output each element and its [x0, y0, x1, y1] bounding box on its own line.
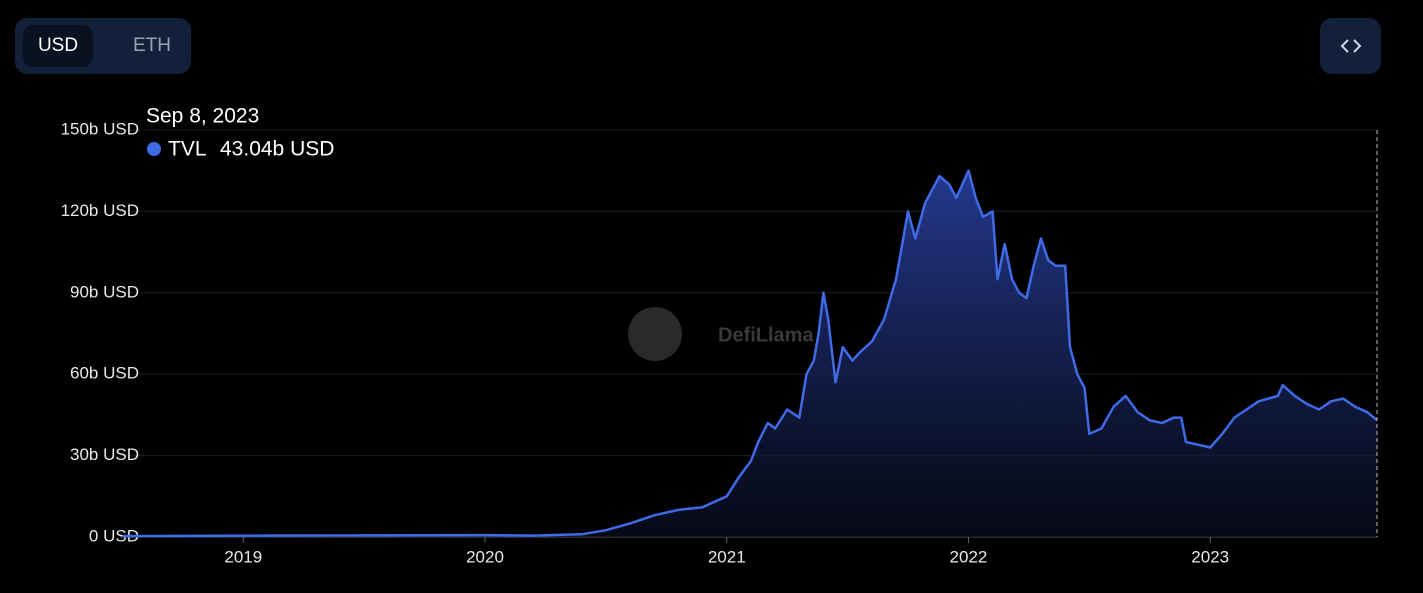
tooltip-date: Sep 8, 2023	[146, 105, 259, 128]
tooltip-value: 43.04b USD	[220, 138, 334, 161]
line	[122, 169, 1378, 538]
x-tick-label: 2022	[950, 547, 988, 566]
embed-button[interactable]	[1320, 18, 1381, 74]
tooltip-swatch	[147, 142, 161, 156]
watermark-logo	[628, 307, 682, 361]
x-tick-label: 2020	[466, 547, 504, 566]
x-tick-label: 2023	[1191, 547, 1229, 566]
y-tick-label: 90b USD	[70, 282, 139, 301]
currency-option[interactable]: USD	[23, 25, 93, 67]
x-tick-label: 2019	[224, 547, 262, 566]
watermark: DefiLlama	[718, 324, 814, 346]
y-tick-label: 120b USD	[61, 201, 139, 220]
currency-toggle: USD ETH	[15, 18, 191, 74]
x-tick-label: 2021	[708, 547, 746, 566]
tooltip-series: TVL	[168, 138, 207, 161]
y-tick-label: 150b USD	[61, 119, 139, 138]
y-tick-label: 30b USD	[70, 445, 139, 464]
area-fill	[122, 170, 1377, 537]
currency-option[interactable]: ETH	[133, 35, 171, 56]
code-icon	[1340, 39, 1362, 53]
y-tick-label: 60b USD	[70, 364, 139, 383]
y-tick-label: 0 USD	[89, 526, 139, 545]
